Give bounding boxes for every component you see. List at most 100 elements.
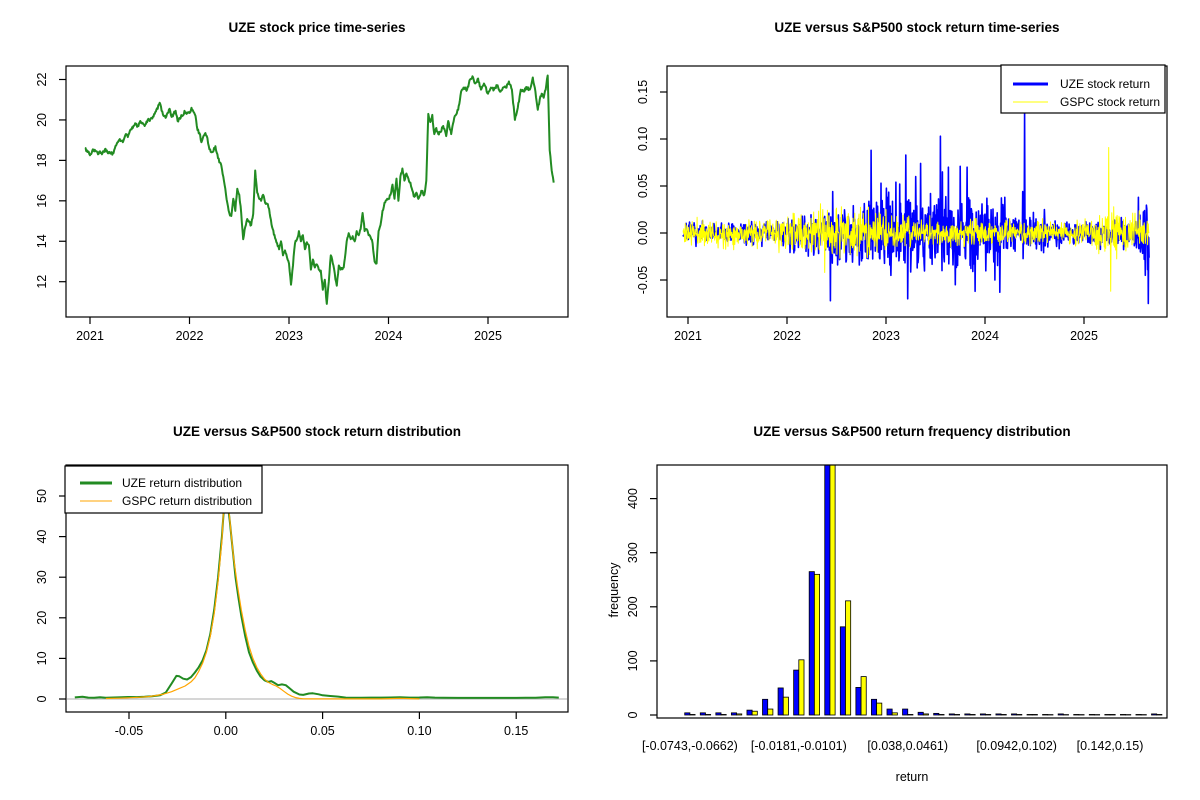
gspc-frequency-bar [720, 714, 727, 716]
uze-frequency-bar [762, 698, 769, 716]
uze-frequency-bar [886, 708, 893, 716]
y-tick-label: 200 [626, 596, 640, 617]
y-tick-label: 0.15 [636, 80, 650, 104]
x-tick-label: 2023 [872, 329, 900, 343]
gspc-frequency-bar [813, 573, 820, 716]
gspc-frequency-bar [1016, 714, 1023, 716]
gspc-frequency-bar [876, 702, 883, 716]
gspc-frequency-bar [845, 600, 852, 716]
uze-frequency-bar [715, 712, 722, 716]
x-tick-label: 2022 [773, 329, 801, 343]
y-tick-label: 0 [35, 695, 49, 702]
uze-frequency-bar [793, 669, 800, 716]
x-tick-label: 0.10 [407, 724, 431, 738]
x-tick-label: 2021 [76, 329, 104, 343]
legend-label: GSPC stock return [1060, 95, 1160, 109]
x-tick-label: 2021 [674, 329, 702, 343]
clip-price-series-area [84, 74, 555, 305]
uze-return-series [682, 110, 1150, 305]
legend-label: UZE return distribution [122, 476, 242, 490]
legend-box [64, 465, 263, 514]
x-tick-label: 2024 [375, 329, 403, 343]
gspc-frequency-bar [907, 714, 914, 716]
uze-price-line [84, 74, 555, 305]
uze-frequency-bar [684, 712, 691, 716]
uze-frequency-bar [699, 712, 706, 716]
legend-label: UZE stock return [1060, 77, 1150, 91]
density-chart-title: UZE versus S&P500 stock return distribut… [172, 424, 462, 439]
clip-returns-series-area [682, 110, 1150, 305]
y-tick-label: 14 [35, 234, 49, 248]
gspc-frequency-bar [969, 714, 976, 716]
uze-frequency-bar [1057, 713, 1064, 716]
uze-frequency-bar [1042, 714, 1049, 716]
x-tick-label: 2022 [176, 329, 204, 343]
y-tick-label: 12 [35, 275, 49, 289]
uze-frequency-bar [1119, 714, 1126, 716]
uze-frequency-bar [995, 713, 1002, 716]
y-tick-label: 22 [35, 73, 49, 87]
uze-frequency-bar [933, 712, 940, 716]
gspc-frequency-bar [985, 714, 992, 716]
x-tick-label: 2024 [971, 329, 999, 343]
uze-frequency-bar [1011, 713, 1018, 716]
y-tick-label: 20 [35, 113, 49, 127]
y-tick-label: 0.10 [636, 127, 650, 151]
bin-label: [0.142,0.15) [1077, 739, 1144, 753]
histogram-chart: 0 100 200 300 400 [-0.0743,-0.0662) [-0.0181,-… [626, 464, 1168, 753]
uze-frequency-bar [808, 571, 815, 716]
returns-chart: 2021 2022 2023 2024 2025 -0.05 0.00 0.05 0.10 0.1… [636, 64, 1168, 343]
uze-frequency-bar [1088, 714, 1095, 716]
clip-density-series-area [67, 487, 567, 700]
gspc-frequency-bar [767, 708, 774, 716]
x-tick-label: 0.15 [504, 724, 528, 738]
bin-label: [0.038,0.0461) [867, 739, 948, 753]
y-tick-label: 16 [35, 194, 49, 208]
gspc-frequency-bar [1156, 714, 1163, 716]
histogram-chart-title: UZE versus S&P500 return frequency distr… [753, 424, 1071, 439]
y-tick-label: 300 [626, 542, 640, 563]
uze-frequency-bar [855, 687, 862, 716]
x-tick-label: -0.05 [115, 724, 144, 738]
y-tick-label: 400 [626, 488, 640, 509]
uze-frequency-bar [746, 709, 753, 716]
y-tick-label: 20 [35, 611, 49, 625]
gspc-frequency-bar [705, 714, 712, 716]
bin-label: [-0.0181,-0.0101) [751, 739, 847, 753]
uze-frequency-bar [948, 713, 955, 716]
uze-frequency-bar [902, 708, 909, 716]
y-tick-label: 10 [35, 651, 49, 665]
gspc-frequency-bar [689, 714, 696, 716]
uze-frequency-bar [964, 713, 971, 716]
uze-frequency-bar [1104, 714, 1111, 716]
x-tick-label: 2023 [275, 329, 303, 343]
gspc-frequency-bar [1000, 714, 1007, 716]
gspc-frequency-bar [1031, 714, 1038, 716]
uze-frequency-bar [1026, 714, 1033, 716]
gspc-frequency-bar [829, 465, 836, 716]
gspc-frequency-bar [922, 713, 929, 716]
gspc-frequency-bar [938, 714, 945, 716]
x-tick-label: 2025 [474, 329, 502, 343]
uze-frequency-bar [871, 698, 878, 716]
y-tick-label: 40 [35, 530, 49, 544]
x-tick-label: 0.00 [214, 724, 238, 738]
gspc-frequency-bar [860, 676, 867, 716]
uze-frequency-bar [730, 712, 737, 716]
uze-frequency-bar [979, 713, 986, 716]
legend-label: GSPC return distribution [122, 494, 252, 508]
x-tick-label: 2025 [1070, 329, 1098, 343]
y-tick-label: -0.05 [636, 266, 650, 295]
price-chart-title: UZE stock price time-series [228, 20, 406, 35]
uze-frequency-bar [1073, 714, 1080, 716]
x-tick-label: 0.05 [310, 724, 334, 738]
uze-frequency-bar [1135, 714, 1142, 716]
uze-frequency-bar [917, 711, 924, 716]
uze-frequency-bar [777, 687, 784, 716]
gspc-frequency-bar [736, 713, 743, 716]
return-axis-label: return [895, 770, 929, 784]
clip-hist-series-area [684, 465, 1163, 716]
